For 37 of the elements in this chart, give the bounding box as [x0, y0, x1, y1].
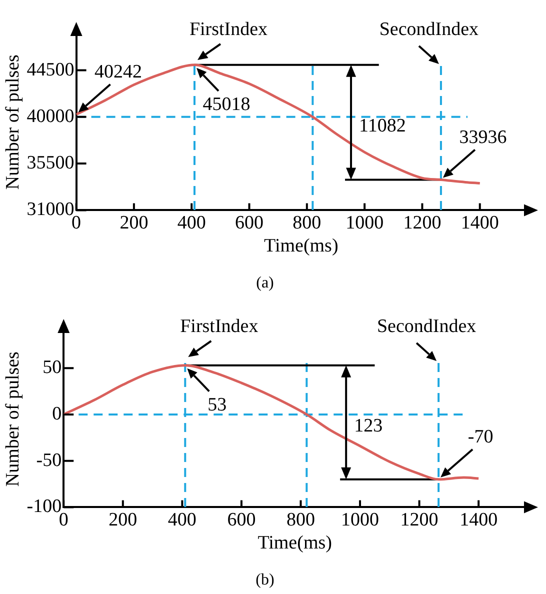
ref-line-label: SecondIndex	[376, 316, 477, 337]
x-tick-label: 600	[235, 212, 264, 234]
y-axis-title: Number of pulses	[2, 54, 24, 190]
y-axis-title: Number of pulses	[2, 352, 24, 487]
y-tick-label: 50	[42, 357, 62, 378]
annotation: 123	[354, 415, 383, 436]
annotation: 45018	[202, 94, 250, 115]
x-tick-label: 1200	[400, 510, 438, 531]
ref-line-label: FirstIndex	[180, 316, 259, 337]
x-tick-label: 800	[286, 510, 315, 531]
text: (b)	[256, 572, 274, 589]
ref-line-label: FirstIndex	[189, 18, 268, 40]
x-tick-label: 400	[168, 510, 196, 531]
ref-line-label: SecondIndex	[379, 18, 480, 40]
annotation: 40242	[94, 61, 142, 82]
y-tick-label: 0	[52, 403, 62, 424]
text: (a)	[256, 274, 274, 292]
annotation: -70	[468, 426, 494, 448]
x-tick-label: 1400	[460, 510, 498, 531]
x-tick-label: 200	[108, 510, 138, 531]
annotation: 53	[208, 394, 227, 416]
x-tick-label: 600	[227, 510, 256, 531]
y-tick-label: 44500	[26, 59, 74, 80]
x-tick-label: 1000	[346, 212, 384, 234]
x-tick-label: 400	[177, 212, 206, 234]
x-axis-title: Time(ms)	[264, 235, 338, 256]
y-tick-label: -50	[36, 450, 62, 471]
x-tick-label: 200	[120, 212, 148, 234]
x-tick-label: 1000	[341, 510, 380, 531]
annotation: 11082	[359, 115, 406, 136]
annotation: 33936	[459, 126, 507, 148]
x-tick-label: 1400	[460, 212, 499, 234]
y-tick-label: 40000	[26, 106, 74, 127]
x-tick-label: 800	[292, 212, 322, 234]
x-tick-label: 1200	[403, 212, 442, 234]
y-tick-label: 35500	[26, 152, 74, 174]
x-axis-title: Time(ms)	[258, 532, 332, 554]
